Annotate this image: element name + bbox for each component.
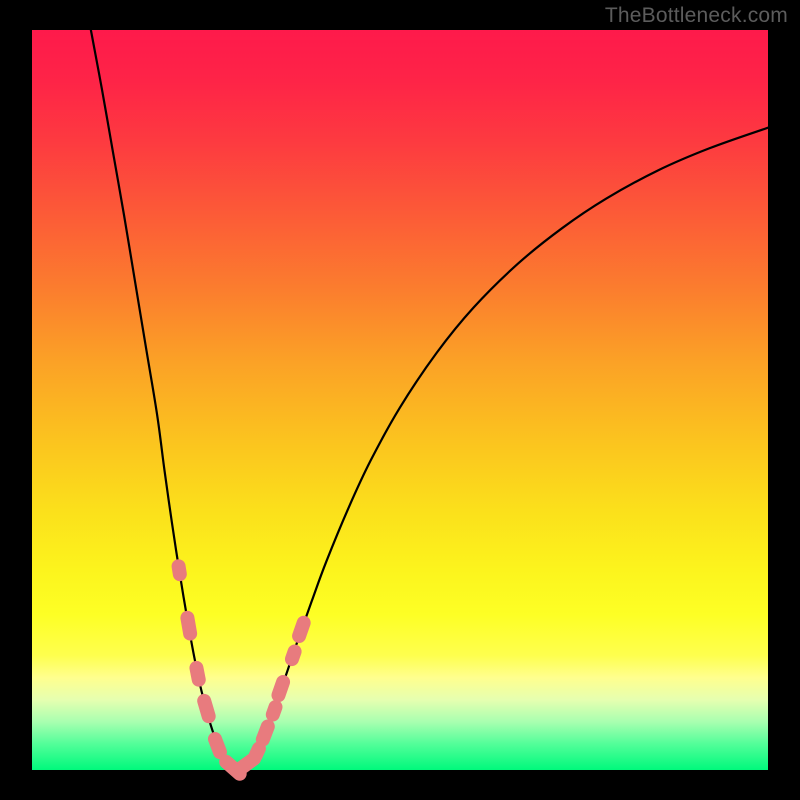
marker-2 <box>196 668 198 680</box>
marker-11 <box>292 652 295 660</box>
marker-10 <box>278 682 283 695</box>
marker-1 <box>187 618 190 634</box>
marker-3 <box>204 701 208 716</box>
marker-4 <box>215 739 220 752</box>
marker-0 <box>179 566 180 574</box>
watermark-text: TheBottleneck.com <box>605 4 788 28</box>
plot-background <box>32 30 768 770</box>
chart-root: TheBottleneck.com <box>0 0 800 800</box>
bottleneck-chart <box>0 0 800 800</box>
marker-7 <box>256 749 259 756</box>
marker-8 <box>263 726 268 739</box>
marker-12 <box>299 623 304 636</box>
marker-9 <box>273 707 276 715</box>
